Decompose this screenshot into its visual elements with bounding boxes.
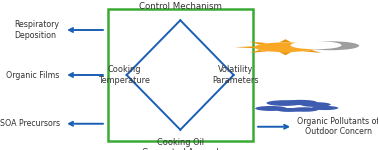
Ellipse shape [302,41,359,50]
Ellipse shape [284,100,317,105]
Polygon shape [235,46,254,48]
Polygon shape [303,50,321,53]
Polygon shape [279,39,291,42]
Polygon shape [316,46,336,48]
Ellipse shape [254,42,316,52]
Ellipse shape [312,106,338,110]
Text: Cooking Oil
Generated Aerosol: Cooking Oil Generated Aerosol [142,138,218,150]
Ellipse shape [290,107,319,112]
Text: Volatility
Parameters: Volatility Parameters [212,65,259,85]
Ellipse shape [290,41,341,49]
Polygon shape [249,42,268,44]
FancyBboxPatch shape [108,9,253,141]
Text: Organic Films: Organic Films [6,70,60,80]
Ellipse shape [255,106,287,111]
Polygon shape [303,42,321,44]
Ellipse shape [277,108,302,112]
Ellipse shape [266,100,303,106]
Text: Cooking
Temperature: Cooking Temperature [99,65,151,85]
Text: Respiratory
Deposition: Respiratory Deposition [15,20,60,40]
Polygon shape [279,52,291,55]
Text: SOA Precursors: SOA Precursors [0,119,60,128]
Text: Control Mechanism: Control Mechanism [139,2,222,11]
Ellipse shape [301,102,331,107]
Polygon shape [249,50,268,53]
Text: Organic Pollutants of
Outdoor Concern: Organic Pollutants of Outdoor Concern [297,117,378,136]
